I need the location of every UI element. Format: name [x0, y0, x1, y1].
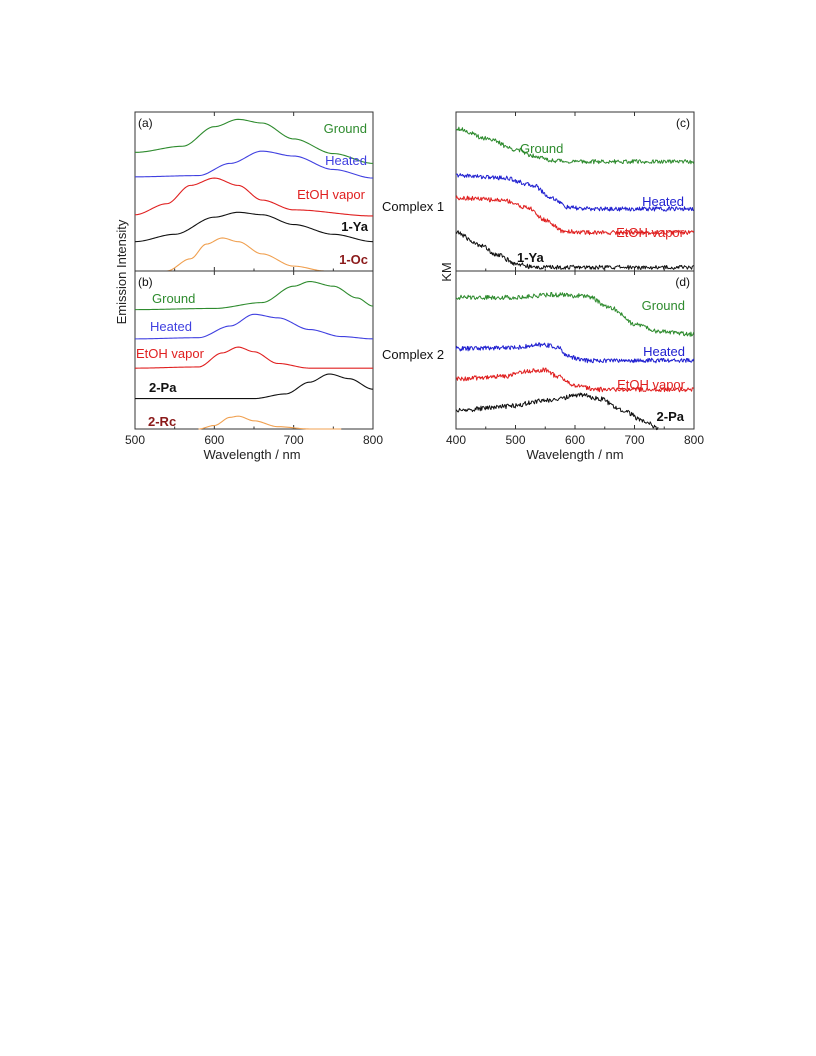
series-line-1-oc — [166, 237, 326, 272]
series-label-ground: Ground — [520, 141, 563, 156]
series-label-etoh-vapor: EtOH vapor — [617, 377, 686, 392]
series-line-ground — [134, 118, 374, 164]
panel-letter: (b) — [138, 275, 153, 289]
x-tick-label: 700 — [624, 433, 644, 447]
complex-2-label: Complex 2 — [382, 347, 444, 362]
series-label-heated: Heated — [642, 194, 684, 209]
left-x-axis-label: Wavelength / nm — [203, 447, 300, 462]
panel-letter: (d) — [675, 275, 690, 289]
series-line-etoh-vapor — [134, 177, 374, 217]
panel-a: (a) Ground Heated EtOH vapor 1-Ya 1-Oc — [134, 111, 374, 272]
series-line-2-pa — [455, 392, 659, 431]
panel-letter: (c) — [676, 116, 690, 130]
series-label-1-ya: 1-Ya — [341, 219, 369, 234]
right-x-axis-label: Wavelength / nm — [526, 447, 623, 462]
x-tick-label: 800 — [363, 433, 383, 447]
series-label-ground: Ground — [152, 291, 195, 306]
series-label-ground: Ground — [324, 121, 367, 136]
series-label-etoh-vapor: EtOH vapor — [297, 187, 366, 202]
x-tick-label: 600 — [204, 433, 224, 447]
series-line-2-pa — [135, 373, 374, 400]
series-label-2-pa: 2-Pa — [149, 380, 177, 395]
series-line-etoh-vapor — [455, 195, 695, 236]
series-line-ground — [135, 280, 374, 311]
series-line-2-rc — [198, 415, 342, 430]
series-line-ground — [455, 291, 695, 337]
x-tick-label: 500 — [505, 433, 525, 447]
right-y-axis-label: KM — [439, 262, 454, 282]
series-line-ground — [455, 126, 695, 165]
series-label-heated: Heated — [150, 319, 192, 334]
series-label-etoh-vapor: EtOH vapor — [136, 346, 205, 361]
series-label-1-ya: 1-Ya — [517, 250, 545, 265]
series-line-heated — [135, 150, 374, 179]
series-line-heated — [455, 173, 694, 212]
series-line-1-ya — [134, 211, 374, 243]
x-tick-label: 700 — [284, 433, 304, 447]
series-label-ground: Ground — [642, 298, 685, 313]
x-tick-label: 400 — [446, 433, 466, 447]
series-label-1-oc: 1-Oc — [339, 252, 368, 267]
series-label-heated: Heated — [325, 153, 367, 168]
panel-letter: (a) — [138, 116, 153, 130]
series-label-2-pa: 2-Pa — [657, 409, 685, 424]
x-tick-label: 800 — [684, 433, 704, 447]
panel-b: 500 600 700 800 (b) Ground Heated EtOH vapor 2-P… — [125, 270, 383, 447]
series-label-2-rc: 2-Rc — [148, 414, 176, 429]
series-line-etoh-vapor — [135, 346, 373, 369]
x-tick-label: 600 — [565, 433, 585, 447]
series-label-heated: Heated — [643, 344, 685, 359]
panel-d: 400 500 600 700 800 (d) Ground Heated EtOH vapor… — [446, 270, 704, 447]
panel-c: (c) Ground Heated EtOH vapor 1-Ya — [455, 111, 695, 272]
series-line-1-ya — [455, 230, 694, 270]
series-line-heated — [135, 313, 374, 340]
series-label-etoh-vapor: EtOH vapor — [616, 225, 685, 240]
series-line-heated — [455, 342, 695, 364]
series-line-etoh-vapor — [455, 367, 695, 393]
complex-1-label: Complex 1 — [382, 199, 444, 214]
x-tick-label: 500 — [125, 433, 145, 447]
left-y-axis-label: Emission Intensity — [114, 219, 129, 324]
